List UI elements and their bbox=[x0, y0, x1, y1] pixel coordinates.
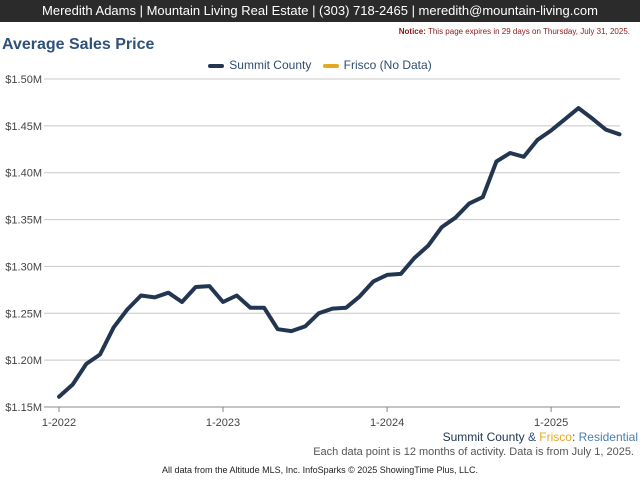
y-tick-label: $1.15M bbox=[5, 402, 42, 414]
y-tick-label: $1.40M bbox=[5, 168, 42, 180]
legend-swatch-frisco bbox=[322, 63, 339, 68]
legend-label-frisco: Frisco (No Data) bbox=[343, 58, 432, 72]
y-axis: $1.15M $1.20M $1.25M $1.30M $1.35M $1.40M $1.4… bbox=[5, 74, 42, 414]
y-tick-label: $1.50M bbox=[5, 74, 42, 86]
x-tick-label: 1-2022 bbox=[42, 417, 76, 429]
x-tick-label: 1-2024 bbox=[370, 417, 404, 429]
legend-swatch-summit bbox=[208, 63, 225, 68]
chart-title: Average Sales Price bbox=[2, 36, 155, 53]
series-layer bbox=[57, 106, 622, 399]
x-tick-label: 1-2025 bbox=[534, 417, 568, 429]
region-amp: & bbox=[524, 430, 540, 444]
x-axis: 1-2022 1-2023 1-2024 1-2025 bbox=[42, 406, 620, 429]
y-tick-label: $1.20M bbox=[5, 355, 42, 367]
region-label: Summit County & Frisco: Residential bbox=[443, 430, 638, 444]
y-tick-label: $1.45M bbox=[5, 121, 42, 133]
region-frisco: Frisco bbox=[539, 430, 572, 444]
plot-area bbox=[44, 75, 620, 407]
notice-text: This page expires in 29 days on Thursday… bbox=[427, 27, 630, 36]
data-note: Each data point is 12 months of activity… bbox=[313, 446, 634, 458]
legend-label-summit: Summit County bbox=[229, 58, 312, 72]
region-summit: Summit County bbox=[442, 430, 525, 444]
contact-header: Meredith Adams | Mountain Living Real Es… bbox=[0, 0, 640, 22]
expiry-notice: Notice: This page expires in 29 days on … bbox=[399, 27, 630, 36]
legend-item-summit[interactable]: Summit County bbox=[208, 58, 311, 72]
notice-label: Notice: bbox=[398, 27, 426, 36]
y-tick-label: $1.30M bbox=[5, 261, 42, 273]
region-segment: Residential bbox=[578, 430, 638, 444]
series-line-summit-county bbox=[57, 106, 622, 399]
chart-legend: Summit County Frisco (No Data) bbox=[0, 58, 640, 72]
legend-item-frisco[interactable]: Frisco (No Data) bbox=[322, 58, 432, 72]
y-tick-label: $1.35M bbox=[5, 215, 42, 227]
y-tick-label: $1.25M bbox=[5, 308, 42, 320]
region-colon: : bbox=[571, 430, 579, 444]
x-tick-label: 1-2023 bbox=[206, 417, 240, 429]
contact-header-text: Meredith Adams | Mountain Living Real Es… bbox=[42, 3, 598, 18]
source-credit: All data from the Altitude MLS, Inc. Inf… bbox=[162, 465, 478, 475]
